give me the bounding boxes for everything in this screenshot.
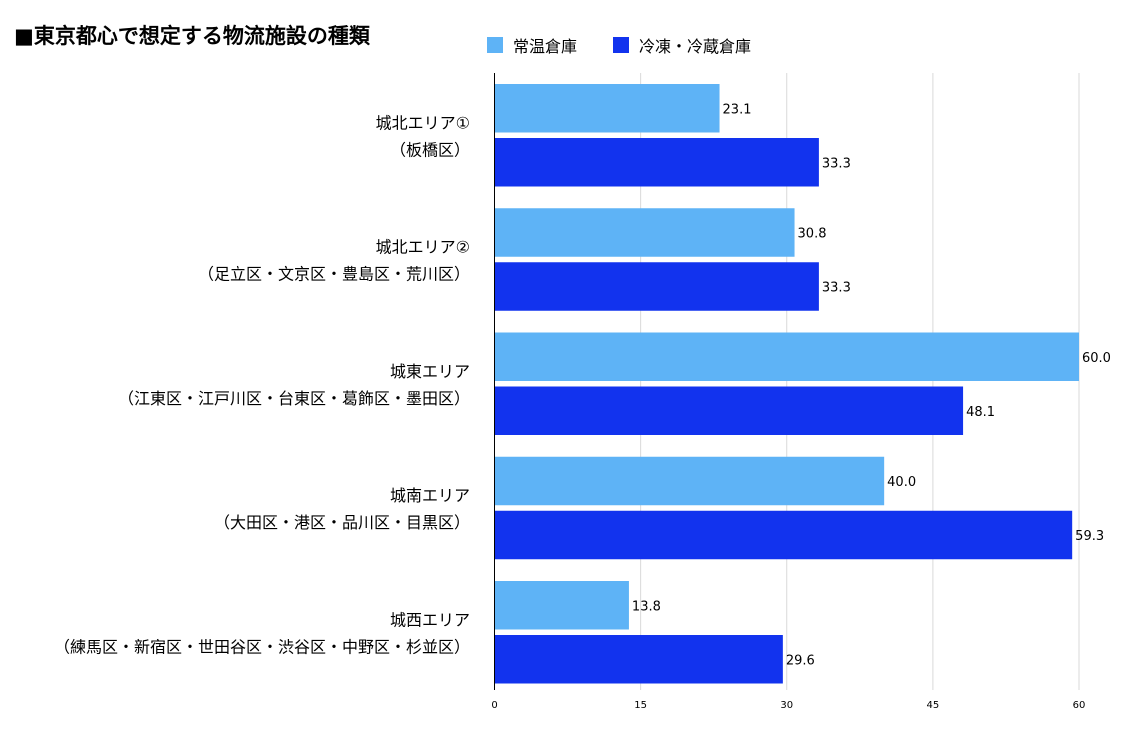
data-label: 33.3	[822, 156, 851, 171]
data-label: 29.6	[786, 653, 815, 668]
data-label: 13.8	[632, 599, 661, 614]
bar-cold	[494, 262, 819, 311]
legend-label-cold: 冷凍・冷蔵倉庫	[639, 37, 752, 56]
category-label-line1: 城西エリア	[390, 610, 470, 629]
data-label: 23.1	[723, 102, 752, 117]
category-label-line2: （練馬区・新宿区・世田谷区・渋谷区・中野区・杉並区）	[54, 637, 470, 656]
legend-label-normal: 常温倉庫	[513, 37, 578, 56]
legend-item-normal: 常温倉庫	[487, 33, 577, 57]
x-tick-label: 15	[634, 700, 647, 711]
category-label-line2: （江東区・江戸川区・台東区・葛飾区・墨田区）	[118, 389, 470, 408]
legend-swatch-cold	[613, 37, 630, 53]
x-tick-label: 60	[1073, 700, 1086, 711]
category-label-line1: 城東エリア	[390, 362, 470, 381]
bar-normal	[494, 581, 629, 630]
data-label: 40.0	[887, 475, 916, 490]
x-tick-label: 30	[780, 700, 793, 711]
bar-cold	[494, 386, 964, 435]
category-label-line1: 城南エリア	[390, 486, 470, 505]
category-label-line1: 城北エリア②	[376, 238, 470, 257]
chart-title: ■東京都心で想定する物流施設の種類	[14, 24, 370, 48]
category-label-line2: （足立区・文京区・豊島区・荒川区）	[198, 265, 470, 284]
category-label-line1: 城北エリア①	[376, 113, 470, 132]
data-label: 33.3	[822, 281, 851, 296]
bar-cold	[494, 635, 783, 684]
bar-normal	[494, 332, 1079, 381]
bar-cold	[494, 138, 819, 187]
bar-normal	[494, 84, 720, 133]
data-label: 59.3	[1075, 529, 1104, 544]
data-label: 60.0	[1082, 351, 1111, 366]
data-label: 48.1	[966, 405, 995, 420]
category-label-line2: （大田区・港区・品川区・目黒区）	[214, 513, 470, 532]
legend-item-cold: 冷凍・冷蔵倉庫	[613, 33, 751, 57]
legend: 常温倉庫 冷凍・冷蔵倉庫	[487, 33, 787, 57]
x-tick-label: 45	[927, 700, 940, 711]
category-label-line2: （板橋区）	[390, 140, 470, 159]
bar-normal	[494, 456, 885, 506]
bar-normal	[494, 208, 795, 257]
bar-cold	[494, 510, 1073, 560]
data-label: 30.8	[798, 227, 827, 242]
legend-swatch-normal	[487, 37, 503, 53]
x-tick-label: 0	[491, 700, 497, 711]
